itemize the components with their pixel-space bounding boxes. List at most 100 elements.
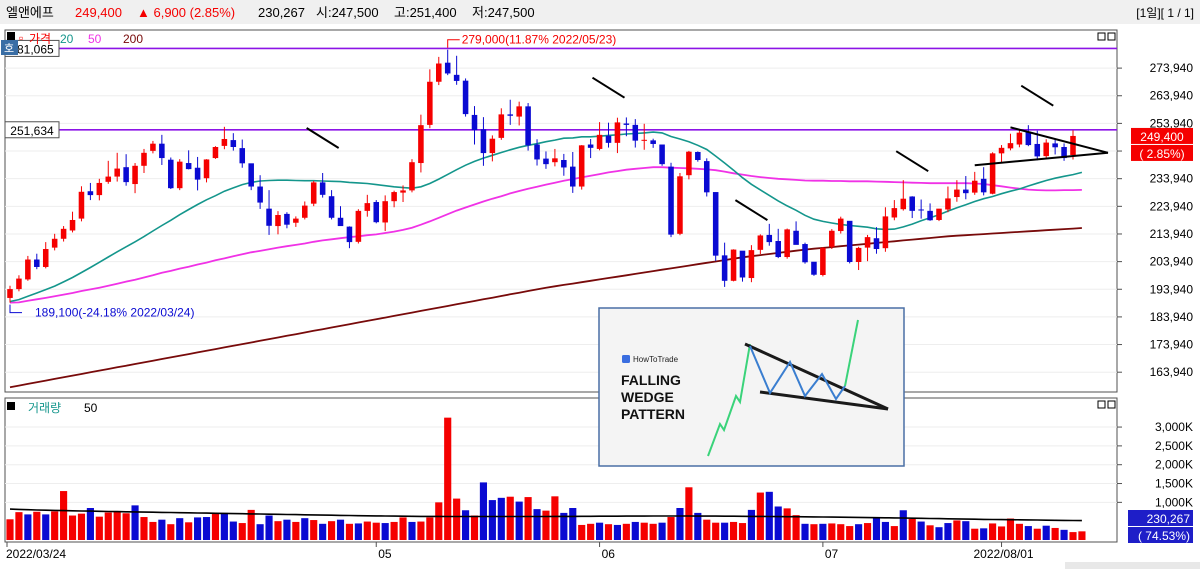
howtotrade-logo-icon xyxy=(622,355,630,363)
volume-bar xyxy=(114,511,121,540)
candle-body xyxy=(963,190,969,194)
current-volume-label: 230,267 xyxy=(1147,512,1191,526)
candle-body xyxy=(731,250,737,281)
volume-bar xyxy=(1034,529,1041,540)
volume-bar xyxy=(96,517,103,540)
volume-bar xyxy=(87,508,94,540)
candle-body xyxy=(677,176,683,234)
panel-toggle-icon[interactable] xyxy=(7,32,15,40)
candle-body xyxy=(990,153,996,193)
scroll-bar[interactable] xyxy=(1065,562,1200,569)
price-tick-label: 233,940 xyxy=(1150,172,1194,186)
volume-bar xyxy=(998,526,1005,540)
candle-body xyxy=(79,192,85,219)
volume-bar xyxy=(712,523,719,540)
current-price-label: 249,400 xyxy=(1140,130,1184,144)
volume-bar xyxy=(864,523,871,540)
candle-body xyxy=(7,289,13,298)
candle-body xyxy=(1026,132,1032,145)
volume-bar xyxy=(51,511,58,540)
volume-bar xyxy=(105,513,112,540)
candle-body xyxy=(436,64,442,82)
candle-body xyxy=(311,182,317,203)
candle-body xyxy=(472,115,478,130)
candle-body xyxy=(1017,133,1023,145)
candle-body xyxy=(633,125,639,141)
price-tick-label: 173,940 xyxy=(1150,338,1194,352)
volume-bar xyxy=(158,520,165,540)
candle-body xyxy=(463,81,469,114)
candle-body xyxy=(1043,143,1049,157)
volume-bar xyxy=(1060,530,1067,540)
candle-body xyxy=(615,122,621,142)
candle-body xyxy=(516,106,522,116)
volume-bar xyxy=(435,502,442,540)
inset-title-line2: WEDGE xyxy=(621,389,674,405)
candle-body xyxy=(275,215,281,226)
candle-body xyxy=(624,124,630,125)
candle-body xyxy=(409,162,415,190)
volume-bar xyxy=(980,528,987,540)
volume-bar xyxy=(310,520,317,540)
candle-body xyxy=(1070,136,1076,155)
volume-tick-label: 2,500K xyxy=(1155,439,1193,453)
candle-body xyxy=(329,196,335,218)
candle-body xyxy=(365,203,371,211)
candle-body xyxy=(123,167,129,182)
volume-bar xyxy=(632,522,639,540)
date-axis: 2022/03/24 05 06 07 2022/08/01 xyxy=(6,542,1034,561)
volume-bar xyxy=(846,526,853,540)
volume-tick-label: 1,000K xyxy=(1155,495,1193,509)
candle-body xyxy=(356,211,362,242)
volume-toggle-icon[interactable] xyxy=(7,402,15,410)
volume-bar xyxy=(203,517,210,540)
legend-ma200: 200 xyxy=(123,32,143,46)
candle-body xyxy=(168,160,174,188)
volume-bar xyxy=(793,515,800,540)
volume-bar xyxy=(212,514,219,540)
volume-bar xyxy=(24,514,31,540)
day-volume: 230,267 xyxy=(258,5,305,20)
volume-bar xyxy=(605,524,612,540)
period-selector[interactable]: [1일][ 1 / 1] xyxy=(1136,6,1194,20)
candle-body xyxy=(820,248,826,275)
volume-bar xyxy=(739,523,746,540)
volume-bar xyxy=(230,522,237,540)
level-label: 251,634 xyxy=(10,124,54,138)
candle-body xyxy=(231,140,237,147)
volume-bar xyxy=(373,523,380,540)
volume-bar xyxy=(15,512,22,540)
candle-body xyxy=(1008,143,1014,148)
volume-bar xyxy=(1016,524,1023,540)
candle-body xyxy=(499,114,505,137)
candle-body xyxy=(704,161,710,192)
candle-body xyxy=(43,249,49,267)
volume-bar xyxy=(444,418,451,540)
candle-body xyxy=(114,169,120,177)
volume-bar xyxy=(944,523,951,540)
candle-body xyxy=(150,144,156,151)
candle-body xyxy=(749,250,755,278)
candle-body xyxy=(481,129,487,153)
volume-bar xyxy=(462,510,469,540)
candle-body xyxy=(400,190,406,192)
candle-body xyxy=(204,159,210,178)
volume-axis: 3,000K2,500K2,000K1,500K1,000K230,267( 7… xyxy=(1117,420,1193,543)
candle-body xyxy=(650,140,656,144)
volume-bar xyxy=(801,524,808,540)
price-change: ▲ 6,900 (2.85%) xyxy=(137,5,235,20)
legend-volume: 거래량 xyxy=(28,401,61,415)
volume-bar xyxy=(140,517,147,540)
legend-ma50: 50 xyxy=(88,32,102,46)
current-change-label: ( 2.85%) xyxy=(1139,147,1184,161)
price-tick-label: 163,940 xyxy=(1150,365,1194,379)
candle-body xyxy=(784,229,790,257)
price-tick-label: 203,940 xyxy=(1150,255,1194,269)
volume-bar xyxy=(810,524,817,540)
volume-bar xyxy=(551,496,558,540)
volume-bar xyxy=(927,525,934,540)
candle-body xyxy=(856,248,862,262)
volume-bar xyxy=(623,524,630,540)
candle-body xyxy=(972,181,978,193)
volume-bar xyxy=(569,508,576,540)
